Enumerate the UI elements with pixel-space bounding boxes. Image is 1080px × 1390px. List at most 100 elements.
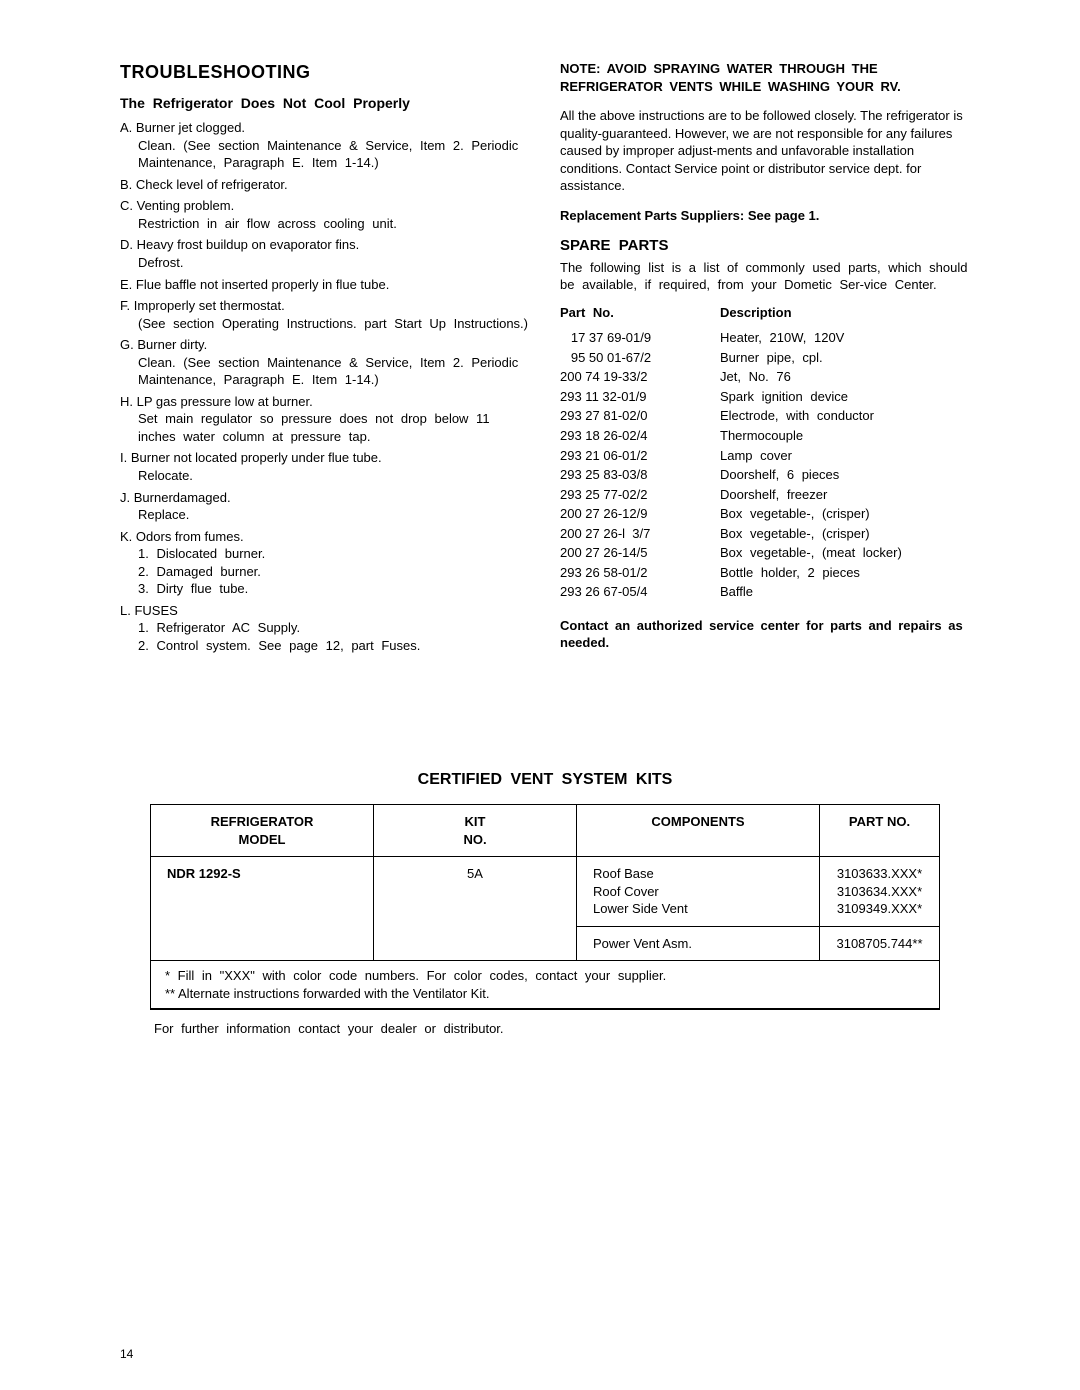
part-number: 293 25 83-03/8 [560,466,720,484]
parts-header-desc: Description [720,304,792,322]
item-body-line: 3. Dirty flue tube. [120,580,530,598]
item-letter: E. [120,277,132,292]
troubleshoot-item: E. Flue baffle not inserted properly in … [120,276,530,294]
troubleshoot-item: L. FUSES1. Refrigerator AC Supply.2. Con… [120,602,530,655]
part-description: Box vegetable-, (crisper) [720,525,970,543]
parts-row: 200 27 26-l 3/7Box vegetable-, (crisper) [560,525,970,543]
part-number: 95 50 01-67/2 [560,349,720,367]
item-head: Heavy frost buildup on evaporator fins. [137,237,360,252]
contact-note: Contact an authorized service center for… [560,617,970,652]
part-number: 293 18 26-02/4 [560,427,720,445]
parts-header-no: Part No. [560,304,720,322]
troubleshoot-item: I. Burner not located properly under flu… [120,449,530,484]
parts-row: 293 26 67-05/4Baffle [560,583,970,601]
troubleshoot-item: K. Odors from fumes.1. Dislocated burner… [120,528,530,598]
item-body-line: 1. Dislocated burner. [120,545,530,563]
part-number: 293 25 77-02/2 [560,486,720,504]
item-letter: I. [120,450,127,465]
paragraph: All the above instructions are to be fol… [560,107,970,195]
part-description: Lamp cover [720,447,970,465]
troubleshoot-item: B. Check level of refrigerator. [120,176,530,194]
kits-partno-2: 3108705.744** [820,926,940,961]
item-head: Venting problem. [137,198,235,213]
page-number: 14 [120,1346,133,1362]
part-description: Baffle [720,583,970,601]
parts-row: 95 50 01-67/2Burner pipe, cpl. [560,349,970,367]
part-description: Electrode, with conductor [720,407,970,425]
item-letter: J. [120,490,130,505]
section-title: TROUBLESHOOTING [120,60,530,84]
item-body-line: Restriction in air flow across cooling u… [120,215,530,233]
kits-partno-1: 3103633.XXX*3103634.XXX*3109349.XXX* [820,857,940,927]
parts-row: 293 18 26-02/4Thermocouple [560,427,970,445]
parts-row: 200 27 26-14/5Box vegetable-, (meat lock… [560,544,970,562]
note: NOTE: AVOID SPRAYING WATER THROUGH THE R… [560,60,970,95]
kits-footnote-1: * Fill in "XXX" with color code numbers.… [165,967,925,985]
kits-h4: PART NO. [820,805,940,857]
kits-h2: KITNO. [374,805,577,857]
part-description: Thermocouple [720,427,970,445]
item-body-line: (See section Operating Instructions. par… [120,315,530,333]
troubleshoot-item: C. Venting problem. Restriction in air fl… [120,197,530,232]
item-body-line: Set main regulator so pressure does not … [120,410,530,445]
item-head: Odors from fumes. [136,529,244,544]
item-letter: C. [120,198,133,213]
item-body-line: Clean. (See section Maintenance & Servic… [120,354,530,389]
kits-model: NDR 1292-S [151,857,374,961]
parts-row: 293 25 77-02/2Doorshelf, freezer [560,486,970,504]
item-letter: H. [120,394,133,409]
item-head: Improperly set thermostat. [134,298,285,313]
part-number: 293 27 81-02/0 [560,407,720,425]
troubleshoot-item: J. Burnerdamaged.Replace. [120,489,530,524]
item-letter: A. [120,120,132,135]
item-body-line: 1. Refrigerator AC Supply. [120,619,530,637]
replacement-suppliers: Replacement Parts Suppliers: See page 1. [560,207,970,225]
part-number: 293 21 06-01/2 [560,447,720,465]
kits-table: REFRIGERATORMODEL KITNO. COMPONENTS PART… [150,804,940,961]
item-head: LP gas pressure low at burner. [137,394,313,409]
part-number: 17 37 69-01/9 [560,329,720,347]
item-letter: L. [120,603,131,618]
kits-footnotes: * Fill in "XXX" with color code numbers.… [150,961,940,1010]
item-head: Flue baffle not inserted properly in flu… [136,277,389,292]
part-number: 200 27 26-14/5 [560,544,720,562]
section-subtitle: The Refrigerator Does Not Cool Properly [120,94,530,113]
parts-row: 293 25 83-03/8Doorshelf, 6 pieces [560,466,970,484]
troubleshoot-item: G. Burner dirty.Clean. (See section Main… [120,336,530,389]
kits-h1: REFRIGERATORMODEL [151,805,374,857]
item-head: Burnerdamaged. [134,490,231,505]
part-description: Burner pipe, cpl. [720,349,970,367]
kits-h3: COMPONENTS [577,805,820,857]
troubleshoot-item: A. Burner jet clogged. Clean. (See sectio… [120,119,530,172]
item-letter: B. [120,177,132,192]
item-head: Check level of refrigerator. [136,177,288,192]
item-head: Burner jet clogged. [136,120,245,135]
parts-row: 293 11 32-01/9Spark ignition device [560,388,970,406]
spare-parts-title: SPARE PARTS [560,236,970,256]
kits-components-1: Roof BaseRoof CoverLower Side Vent [577,857,820,927]
kits-components-2: Power Vent Asm. [577,926,820,961]
item-body-line: Clean. (See section Maintenance & Servic… [120,137,530,172]
troubleshoot-item: D. Heavy frost buildup on evaporator fin… [120,236,530,271]
item-body-line: Relocate. [120,467,530,485]
parts-row: 200 74 19-33/2Jet, No. 76 [560,368,970,386]
parts-row: 17 37 69-01/9Heater, 210W, 120V [560,329,970,347]
parts-row: 293 26 58-01/2Bottle holder, 2 pieces [560,564,970,582]
troubleshoot-item: H. LP gas pressure low at burner.Set mai… [120,393,530,446]
spare-parts-paragraph: The following list is a list of commonly… [560,259,970,294]
part-description: Jet, No. 76 [720,368,970,386]
item-body-line: Replace. [120,506,530,524]
part-number: 293 11 32-01/9 [560,388,720,406]
parts-row: 293 21 06-01/2Lamp cover [560,447,970,465]
part-description: Box vegetable-, (meat locker) [720,544,970,562]
further-info: For further information contact your dea… [146,1020,944,1038]
troubleshoot-item: F. Improperly set thermostat.(See sectio… [120,297,530,332]
kits-kitno: 5A [374,857,577,961]
item-letter: K. [120,529,132,544]
kits-title: CERTIFIED VENT SYSTEM KITS [120,769,970,791]
item-head: FUSES [134,603,177,618]
kits-footnote-2: ** Alternate instructions forwarded with… [165,985,925,1003]
part-description: Doorshelf, 6 pieces [720,466,970,484]
item-letter: G. [120,337,134,352]
parts-row: 293 27 81-02/0Electrode, with conductor [560,407,970,425]
